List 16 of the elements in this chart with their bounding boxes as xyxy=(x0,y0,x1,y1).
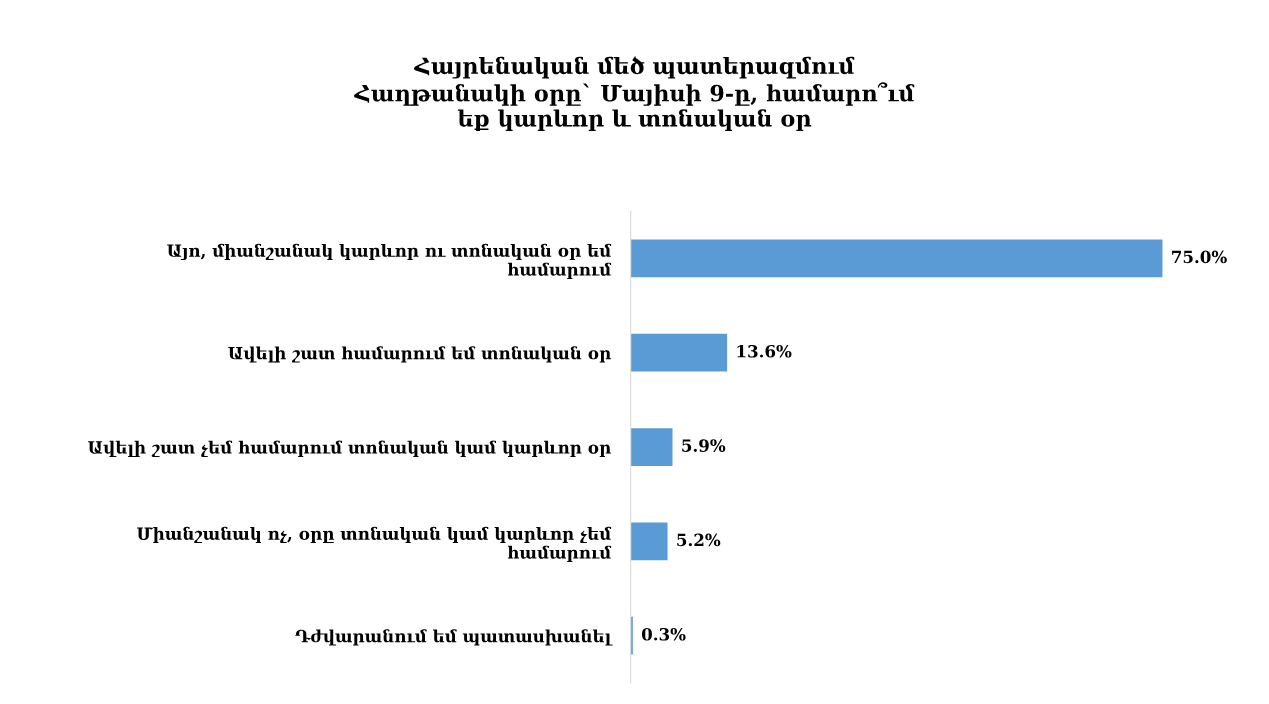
y-tick-label: Միանշանակ ոչ, օրը տոնական կամ կարևոր չեմ համարում xyxy=(137,526,612,562)
y-tick-label: Ավելի շատ համարում եմ տոնական օր xyxy=(228,346,611,363)
bar xyxy=(630,428,673,466)
data-label: 75.0% xyxy=(1172,250,1227,264)
data-label: 13.6% xyxy=(737,344,792,358)
y-tick-label: Այո, միանշանակ կարևոր ու տոնական օր եմ համարում xyxy=(167,243,612,279)
chart-title: Հայրենական մեծ պատերազմում Հաղթանակի օրը` Մայիսի 9-ը, համարո՞ւմ եք կարևոր և տոնական օր xyxy=(354,56,915,132)
data-label: 0.3% xyxy=(641,627,686,641)
data-label: 5.9% xyxy=(682,439,726,452)
bar xyxy=(630,522,668,561)
data-label: 5.2% xyxy=(677,533,721,547)
bar xyxy=(630,616,633,655)
bar xyxy=(630,333,728,372)
y-tick-label: Դժվարանում եմ պատասխանել xyxy=(295,629,613,646)
bar xyxy=(630,239,1163,278)
y-tick-label: Ավելի շատ չեմ համարում տոնական կամ կարևոր օր xyxy=(88,440,611,457)
